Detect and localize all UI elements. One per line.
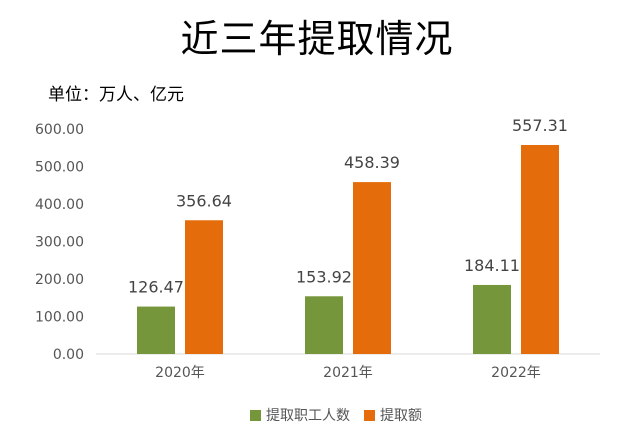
x-category-label: 2022年 (491, 365, 541, 381)
bar-workers (473, 284, 511, 354)
y-tick-label: 300.00 (35, 235, 84, 251)
legend-label: 提取额 (380, 408, 422, 424)
y-tick-label: 500.00 (35, 160, 84, 176)
legend-swatch (364, 410, 375, 421)
legend-label: 提取职工人数 (266, 408, 350, 424)
bar-amount (185, 220, 223, 354)
data-label: 153.92 (296, 267, 352, 286)
bar-workers (305, 296, 343, 354)
bar-amount (353, 182, 391, 354)
data-label: 184.11 (464, 256, 520, 275)
bar-workers (137, 306, 175, 354)
data-label: 458.39 (344, 153, 400, 172)
x-category-label: 2021年 (323, 365, 373, 381)
x-category-label: 2020年 (155, 365, 205, 381)
data-label: 356.64 (176, 191, 232, 210)
unit-label: 单位：万人、亿元 (48, 85, 184, 105)
y-tick-label: 0.00 (53, 347, 84, 363)
y-tick-label: 400.00 (35, 197, 84, 213)
chart-title: 近三年提取情况 (180, 17, 454, 61)
data-label: 557.31 (512, 116, 568, 135)
legend-swatch (250, 410, 261, 421)
y-tick-label: 200.00 (35, 272, 84, 288)
bar-amount (521, 145, 559, 354)
data-label: 126.47 (128, 278, 184, 297)
y-tick-label: 100.00 (35, 310, 84, 326)
y-tick-label: 600.00 (35, 122, 84, 138)
